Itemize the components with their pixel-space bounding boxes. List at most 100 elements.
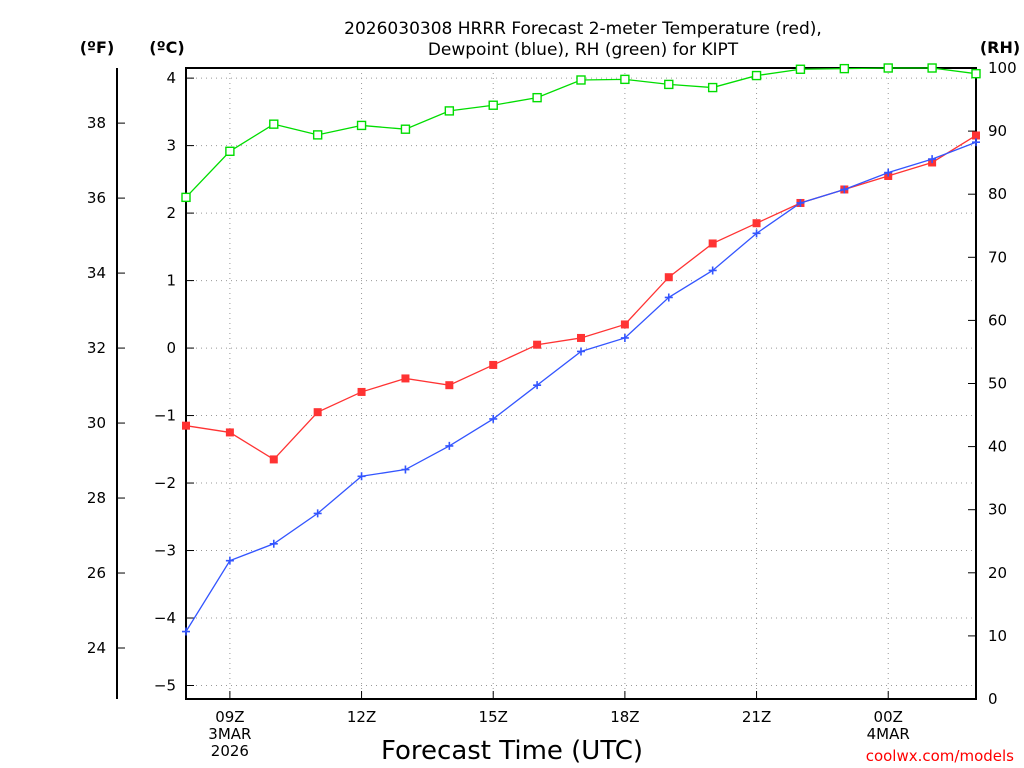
temperature-point [752, 219, 761, 228]
rh-point [532, 92, 542, 103]
rh-point [971, 68, 981, 79]
x-tick-label: 18Z [610, 708, 639, 726]
dewpoint-point [445, 441, 454, 450]
dewpoint-point [313, 509, 322, 518]
x-tick-label: 09Z [215, 708, 244, 726]
temperature-point [269, 455, 278, 464]
rh-tick-label: 30 [988, 501, 1007, 519]
fahrenheit-unit-label: (ºF) [80, 38, 115, 57]
celsius-tick-label: 2 [166, 204, 176, 222]
rh-tick-label: 70 [988, 248, 1007, 266]
axes [116, 67, 977, 700]
rh-point [356, 120, 367, 131]
celsius-tick-label: −1 [154, 407, 176, 425]
dewpoint-point [796, 198, 805, 207]
rh-point [576, 75, 586, 85]
dewpoint-point [489, 414, 498, 423]
dewpoint-point [182, 627, 190, 636]
dewpoint-point [664, 293, 673, 302]
x-tick-label: 00Z [874, 708, 903, 726]
rh-point [269, 119, 279, 129]
fahrenheit-tick-label: 38 [87, 114, 106, 132]
rh-tick-label: 40 [988, 438, 1007, 456]
dewpoint-point [928, 155, 937, 164]
gridlines [186, 68, 976, 699]
tick-labels: −5−4−3−2−1012342426283032343638010203040… [87, 59, 1017, 760]
rh-point [927, 63, 937, 73]
rh-line [185, 67, 977, 198]
dewpoint-point [884, 168, 893, 177]
temperature-point [313, 408, 322, 417]
rh-tick-label: 90 [988, 122, 1007, 140]
rh-point [400, 124, 411, 134]
temperature-point [972, 131, 980, 140]
dewpoint-point [225, 556, 234, 565]
temperature-point [489, 360, 498, 369]
fahrenheit-tick-label: 28 [87, 489, 106, 507]
temperature-point [620, 320, 629, 329]
rh-point [620, 74, 630, 85]
rh-point [664, 79, 674, 90]
fahrenheit-tick-label: 24 [87, 639, 106, 657]
rh-tick-label: 20 [988, 564, 1007, 582]
chart-title-line-1: 2026030308 HRRR Forecast 2-meter Tempera… [344, 19, 822, 39]
rh-point [751, 70, 762, 81]
x-tick-label: 12Z [347, 708, 376, 726]
temperature-point [401, 374, 410, 383]
rh-point [795, 64, 806, 74]
rh-tick-label: 50 [988, 375, 1007, 393]
rh-tick-label: 60 [988, 311, 1007, 329]
dewpoint-line [185, 141, 977, 632]
temperature-point [708, 239, 717, 248]
rh-point [839, 63, 850, 74]
dewpoint-point [708, 266, 717, 275]
series-layer [181, 63, 981, 636]
temperature-point [225, 428, 234, 437]
dewpoint-point [752, 229, 761, 238]
dewpoint-point [401, 465, 410, 474]
celsius-tick-label: 4 [166, 69, 176, 87]
rh-point [181, 192, 191, 203]
fahrenheit-tick-label: 36 [87, 189, 106, 207]
rh-point [444, 106, 455, 116]
dewpoint-point [269, 539, 278, 548]
x-axis-label: Forecast Time (UTC) [381, 736, 643, 766]
fahrenheit-tick-label: 34 [87, 264, 106, 282]
rh-tick-label: 0 [988, 690, 998, 708]
temperature-point [533, 340, 542, 349]
celsius-tick-label: 0 [166, 339, 176, 357]
dewpoint-point [840, 185, 849, 194]
rh-tick-label: 80 [988, 185, 1007, 203]
chart-title-line-2: Dewpoint (blue), RH (green) for KIPT [428, 40, 739, 60]
x-tick-label: 2026 [211, 742, 249, 760]
dewpoint-point [533, 381, 542, 390]
x-tick-label: 21Z [742, 708, 771, 726]
temperature-point [357, 387, 366, 396]
fahrenheit-tick-label: 30 [87, 414, 106, 432]
dewpoint-point [620, 333, 629, 342]
rh-tick-label: 10 [988, 627, 1007, 645]
x-tick-label: 4MAR [867, 725, 910, 743]
celsius-tick-label: −5 [154, 677, 176, 695]
rh-point [312, 130, 323, 140]
temperature-point [577, 333, 585, 342]
rh-point [225, 146, 235, 156]
plot-frame [185, 67, 977, 700]
rh-tick-label: 100 [988, 59, 1017, 77]
fahrenheit-tick-label: 26 [87, 564, 106, 582]
dewpoint-point [577, 347, 585, 356]
x-tick-label: 15Z [479, 708, 508, 726]
celsius-tick-label: 3 [166, 137, 176, 155]
credit-text: coolwx.com/models [866, 747, 1014, 765]
celsius-tick-label: −3 [154, 542, 176, 560]
rh-unit-label: (RH) [980, 38, 1020, 57]
celsius-tick-label: 1 [166, 272, 176, 290]
fahrenheit-tick-label: 32 [87, 339, 106, 357]
temperature-point [664, 273, 673, 282]
dewpoint-point [972, 138, 980, 147]
x-tick-label: 3MAR [208, 725, 251, 743]
celsius-tick-label: −2 [154, 474, 176, 492]
rh-point [883, 63, 893, 73]
temperature-point [182, 421, 190, 430]
